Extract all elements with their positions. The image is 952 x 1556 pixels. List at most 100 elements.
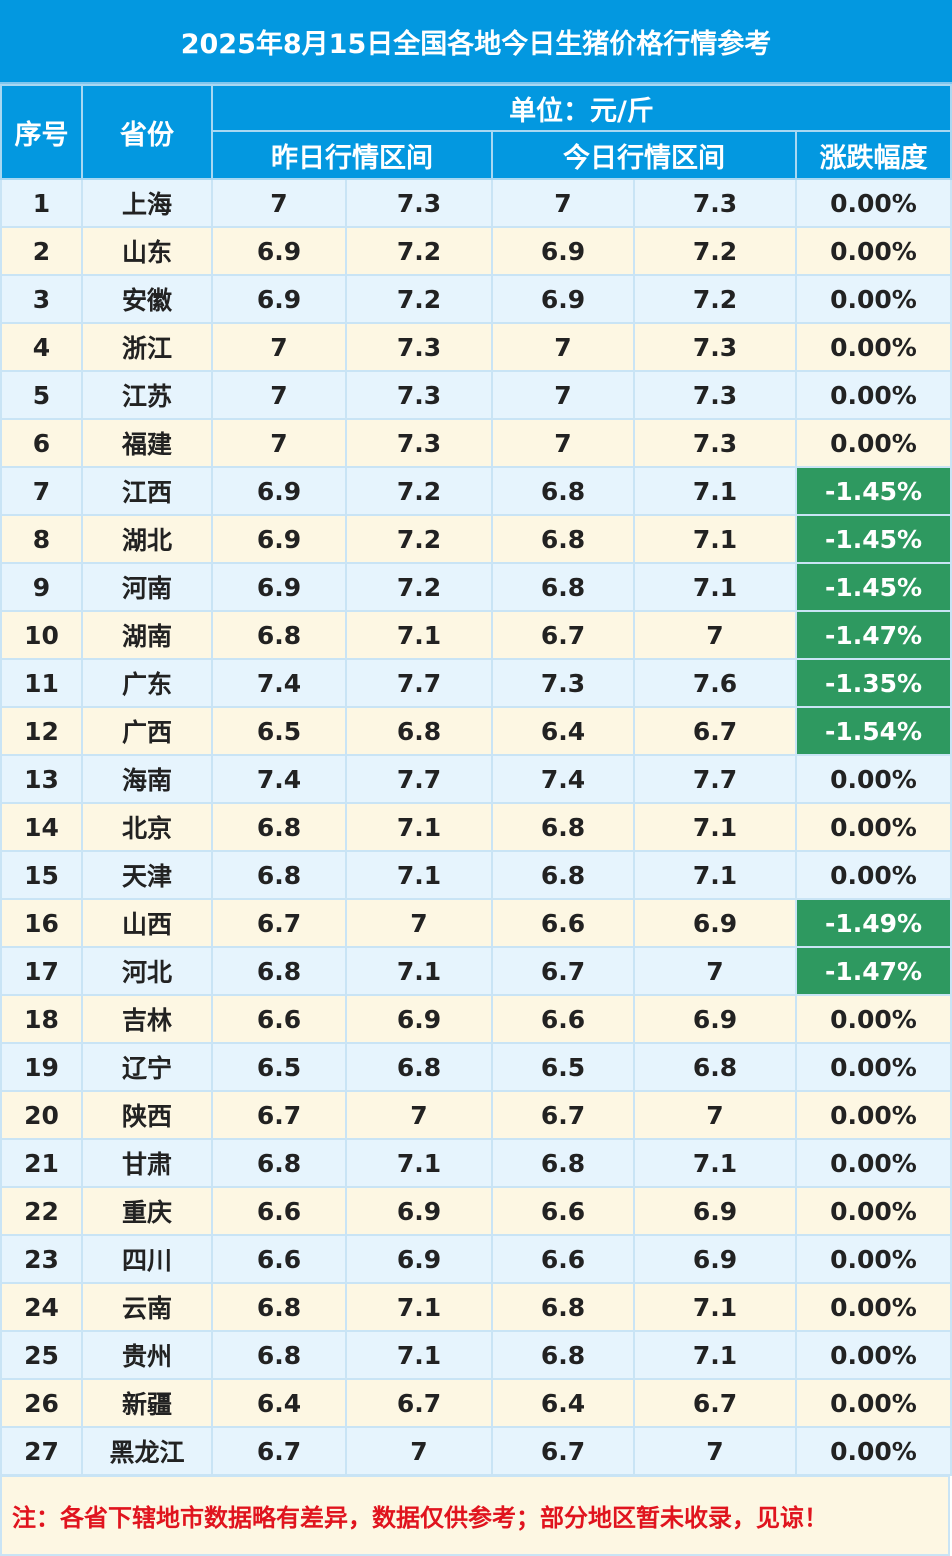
today-low-cell: 6.6 — [491, 994, 635, 1044]
today-low-cell: 6.9 — [491, 274, 635, 324]
yesterday-high-cell: 7.1 — [345, 802, 493, 852]
today-high-cell: 7.1 — [633, 466, 797, 516]
today-low-cell: 7.3 — [491, 658, 635, 708]
index-cell: 9 — [0, 562, 83, 612]
today-low-cell: 6.8 — [491, 802, 635, 852]
table-row: 14 北京 6.8 7.1 6.8 7.1 0.00% — [0, 802, 952, 852]
province-cell: 北京 — [81, 802, 213, 852]
index-cell: 18 — [0, 994, 83, 1044]
today-low-cell: 6.6 — [491, 1186, 635, 1236]
province-cell: 新疆 — [81, 1378, 213, 1428]
change-cell: 0.00% — [795, 1186, 952, 1236]
index-cell: 4 — [0, 322, 83, 372]
today-low-cell: 6.9 — [491, 226, 635, 276]
table-row: 20 陕西 6.7 7 6.7 7 0.00% — [0, 1090, 952, 1140]
today-high-cell: 7.3 — [633, 178, 797, 228]
change-cell: 0.00% — [795, 754, 952, 804]
table-row: 17 河北 6.8 7.1 6.7 7 -1.47% — [0, 946, 952, 996]
table-row: 26 新疆 6.4 6.7 6.4 6.7 0.00% — [0, 1378, 952, 1428]
index-cell: 20 — [0, 1090, 83, 1140]
change-cell: 0.00% — [795, 322, 952, 372]
change-cell: -1.49% — [795, 898, 952, 948]
yesterday-high-cell: 7.3 — [345, 418, 493, 468]
today-high-cell: 7.1 — [633, 1138, 797, 1188]
page-title: 2025年8月15日全国各地今日生猪价格行情参考 — [0, 0, 952, 84]
yesterday-low-cell: 7.4 — [211, 754, 347, 804]
table-row: 11 广东 7.4 7.7 7.3 7.6 -1.35% — [0, 658, 952, 708]
index-cell: 6 — [0, 418, 83, 468]
yesterday-low-cell: 6.8 — [211, 1138, 347, 1188]
today-low-cell: 6.7 — [491, 946, 635, 996]
today-low-cell: 6.7 — [491, 1090, 635, 1140]
index-cell: 17 — [0, 946, 83, 996]
table-row: 27 黑龙江 6.7 7 6.7 7 0.00% — [0, 1426, 952, 1476]
header-yesterday: 昨日行情区间 — [211, 130, 493, 180]
province-cell: 重庆 — [81, 1186, 213, 1236]
today-low-cell: 6.5 — [491, 1042, 635, 1092]
index-cell: 16 — [0, 898, 83, 948]
today-high-cell: 7.1 — [633, 562, 797, 612]
change-cell: 0.00% — [795, 994, 952, 1044]
index-cell: 13 — [0, 754, 83, 804]
change-cell: 0.00% — [795, 370, 952, 420]
province-cell: 河南 — [81, 562, 213, 612]
province-cell: 陕西 — [81, 1090, 213, 1140]
yesterday-low-cell: 6.8 — [211, 802, 347, 852]
table-row: 18 吉林 6.6 6.9 6.6 6.9 0.00% — [0, 994, 952, 1044]
change-cell: 0.00% — [795, 1042, 952, 1092]
today-high-cell: 7 — [633, 1090, 797, 1140]
index-cell: 23 — [0, 1234, 83, 1284]
index-cell: 22 — [0, 1186, 83, 1236]
yesterday-low-cell: 6.8 — [211, 946, 347, 996]
yesterday-low-cell: 6.8 — [211, 610, 347, 660]
change-cell: -1.45% — [795, 466, 952, 516]
change-cell: -1.45% — [795, 514, 952, 564]
header-today: 今日行情区间 — [491, 130, 797, 180]
province-cell: 河北 — [81, 946, 213, 996]
index-cell: 12 — [0, 706, 83, 756]
change-cell: 0.00% — [795, 418, 952, 468]
today-low-cell: 6.8 — [491, 514, 635, 564]
province-cell: 吉林 — [81, 994, 213, 1044]
yesterday-low-cell: 6.6 — [211, 1234, 347, 1284]
today-low-cell: 7 — [491, 418, 635, 468]
change-cell: -1.47% — [795, 610, 952, 660]
today-high-cell: 7.1 — [633, 1282, 797, 1332]
table-row: 10 湖南 6.8 7.1 6.7 7 -1.47% — [0, 610, 952, 660]
index-cell: 19 — [0, 1042, 83, 1092]
yesterday-low-cell: 6.9 — [211, 226, 347, 276]
province-cell: 浙江 — [81, 322, 213, 372]
header-change: 涨跌幅度 — [795, 130, 952, 180]
today-low-cell: 6.7 — [491, 610, 635, 660]
yesterday-low-cell: 6.5 — [211, 1042, 347, 1092]
table-row: 19 辽宁 6.5 6.8 6.5 6.8 0.00% — [0, 1042, 952, 1092]
yesterday-high-cell: 7.2 — [345, 466, 493, 516]
yesterday-high-cell: 7.1 — [345, 610, 493, 660]
change-cell: 0.00% — [795, 1378, 952, 1428]
today-low-cell: 6.4 — [491, 1378, 635, 1428]
province-cell: 广东 — [81, 658, 213, 708]
change-cell: 0.00% — [795, 226, 952, 276]
today-high-cell: 7.1 — [633, 850, 797, 900]
yesterday-high-cell: 6.8 — [345, 1042, 493, 1092]
yesterday-high-cell: 6.8 — [345, 706, 493, 756]
table-row: 5 江苏 7 7.3 7 7.3 0.00% — [0, 370, 952, 420]
header-index: 序号 — [0, 84, 83, 180]
change-cell: 0.00% — [795, 802, 952, 852]
province-cell: 四川 — [81, 1234, 213, 1284]
index-cell: 21 — [0, 1138, 83, 1188]
price-table: 序号 省份 单位：元/斤 昨日行情区间 今日行情区间 涨跌幅度 1 上海 7 7.3 7… — [0, 84, 952, 1476]
change-cell: 0.00% — [795, 1330, 952, 1380]
table-row: 21 甘肃 6.8 7.1 6.8 7.1 0.00% — [0, 1138, 952, 1188]
today-high-cell: 7 — [633, 610, 797, 660]
today-low-cell: 7 — [491, 370, 635, 420]
today-high-cell: 6.9 — [633, 898, 797, 948]
change-cell: -1.45% — [795, 562, 952, 612]
yesterday-high-cell: 6.9 — [345, 1186, 493, 1236]
province-cell: 福建 — [81, 418, 213, 468]
today-low-cell: 6.8 — [491, 1330, 635, 1380]
index-cell: 8 — [0, 514, 83, 564]
index-cell: 7 — [0, 466, 83, 516]
province-cell: 湖南 — [81, 610, 213, 660]
today-low-cell: 6.4 — [491, 706, 635, 756]
